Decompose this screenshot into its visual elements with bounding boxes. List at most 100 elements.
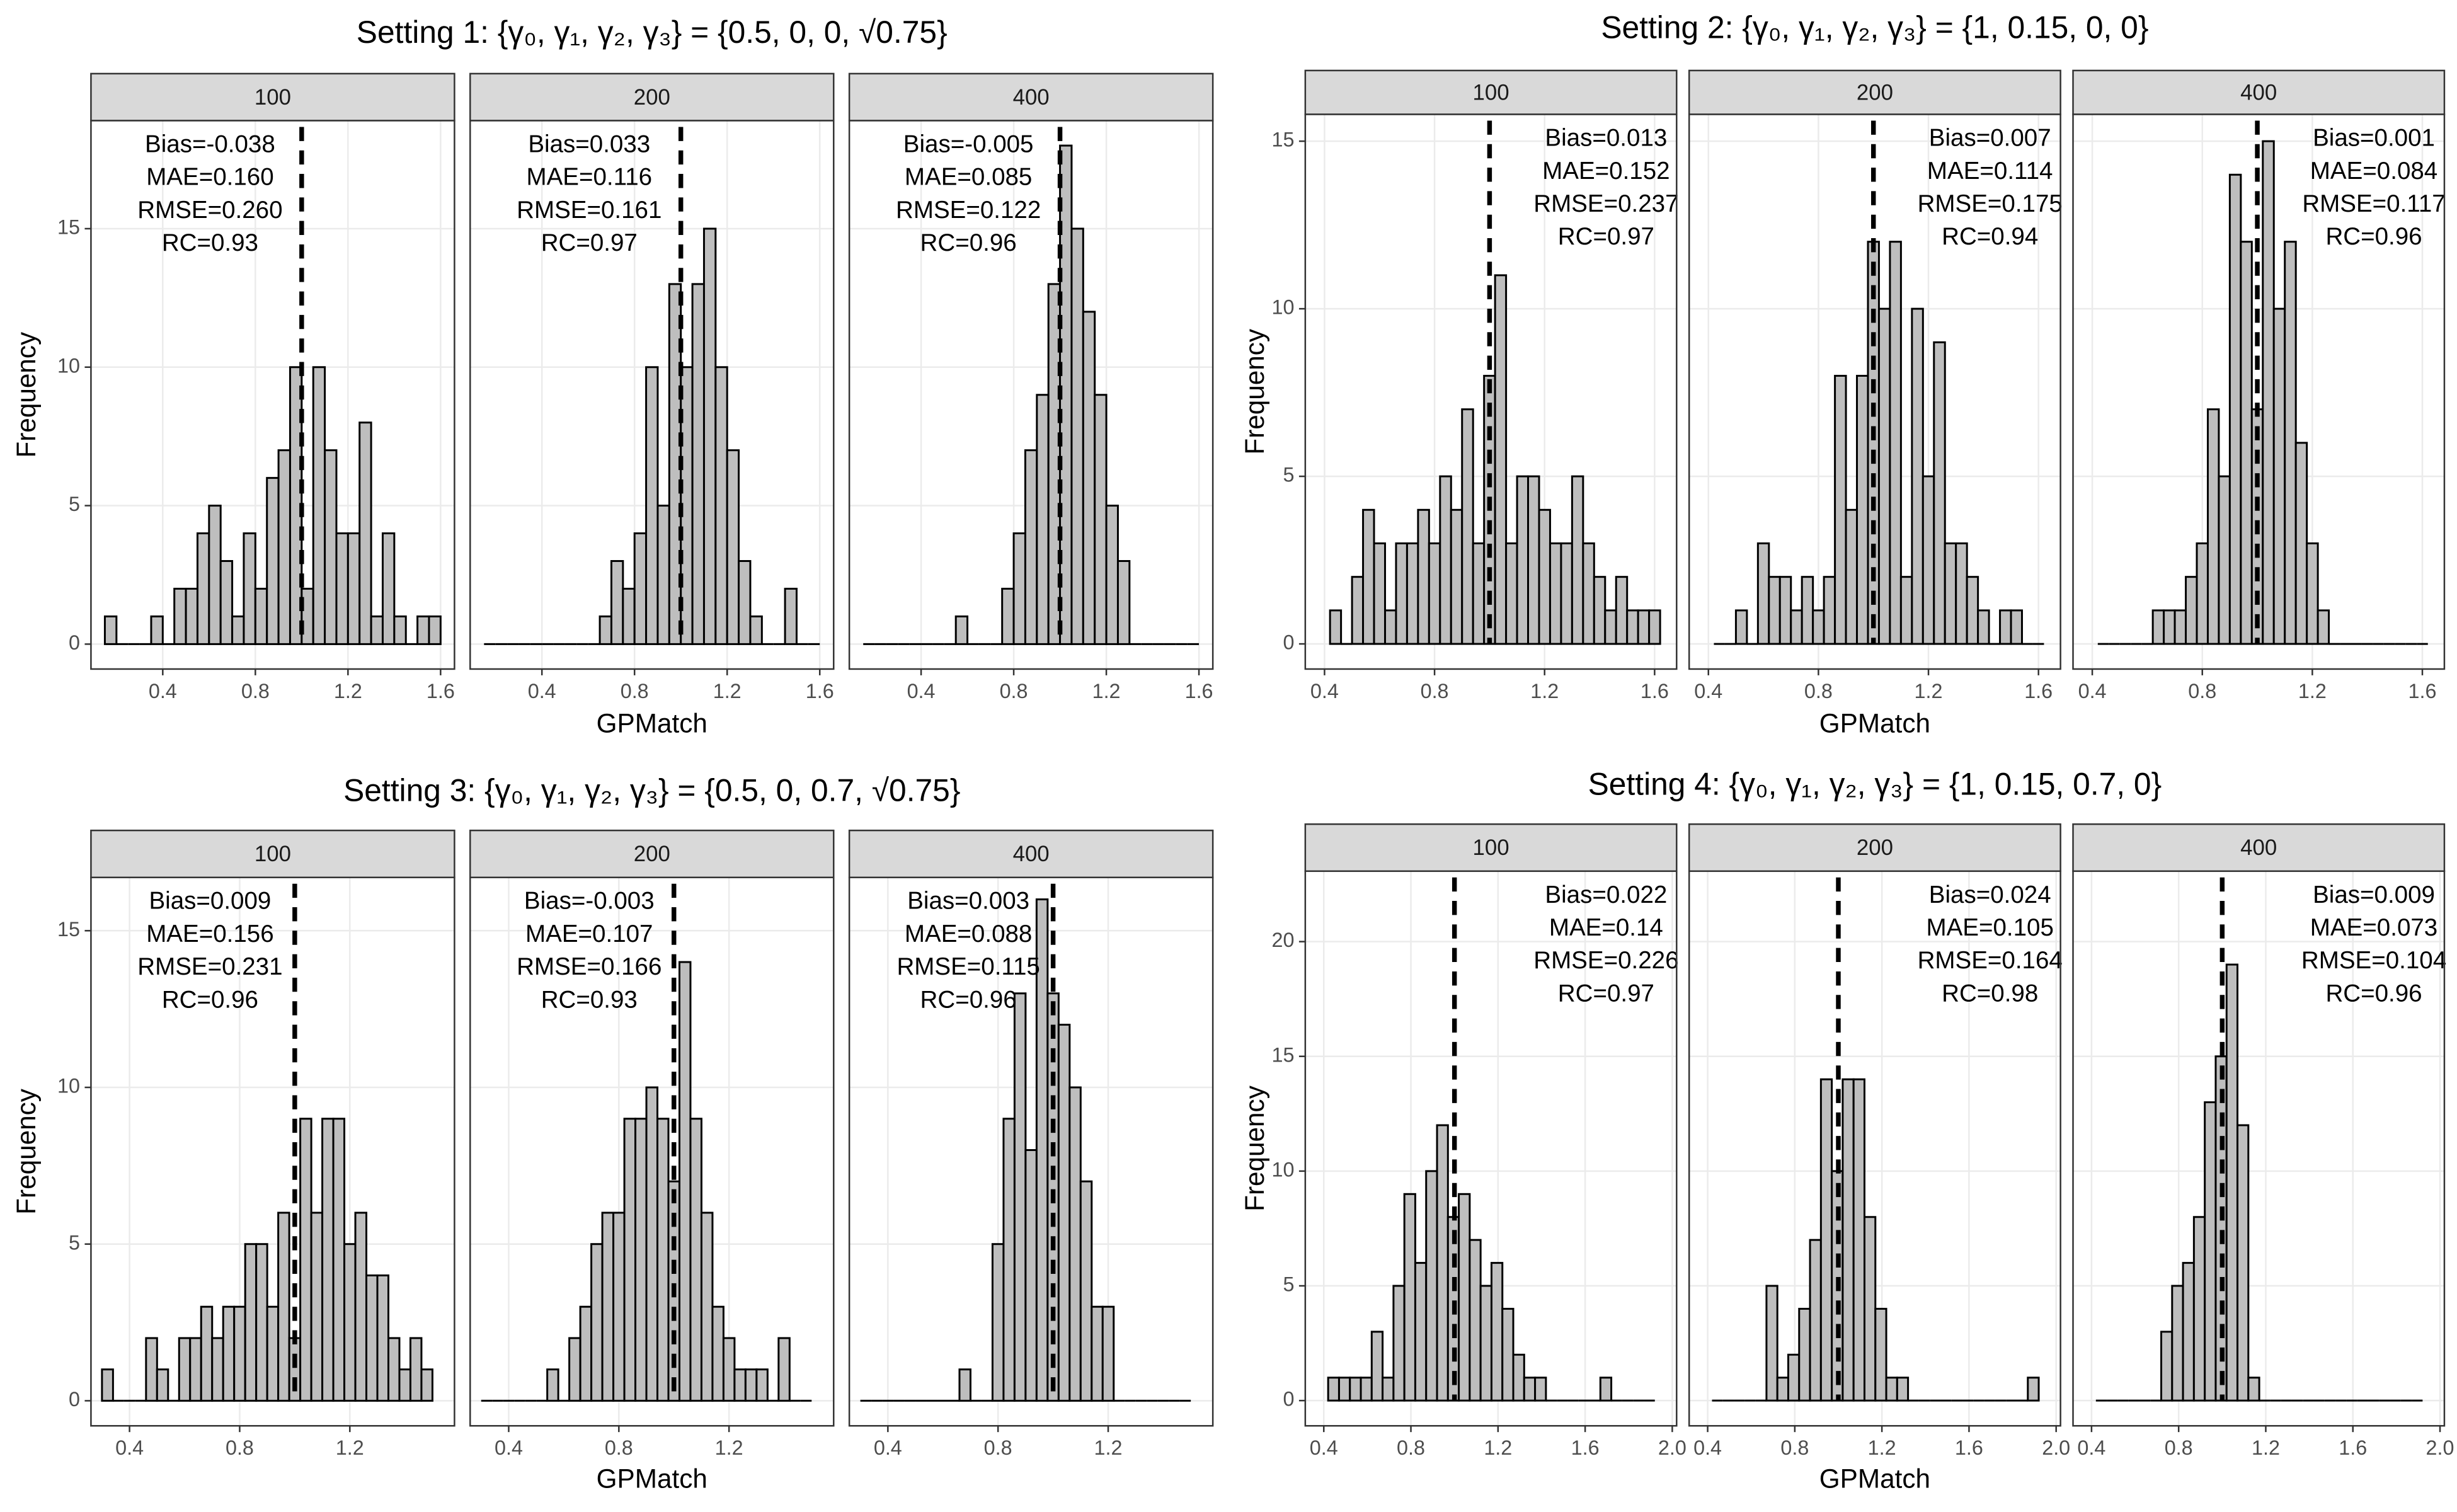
y-tick-label: 0 [69,1388,80,1411]
bar [1490,1262,1504,1402]
x-tick-label: 1.2 [2298,680,2327,702]
bar [1036,394,1050,645]
annotation: Bias=0.024 [1929,881,2051,908]
bar [1768,576,1781,645]
bar [222,1305,236,1402]
bar [590,1243,604,1402]
bar [1877,307,1891,645]
bar [2206,408,2220,645]
x-tick-label: 0.4 [907,680,936,702]
bar [1966,576,1979,645]
bar [1450,508,1463,645]
bar [321,1118,335,1402]
bar [1414,1262,1428,1402]
x-tick-label: 1.6 [1641,680,1669,702]
bar [1863,1216,1877,1402]
strip-label: 100 [1473,835,1509,860]
bar [2317,609,2330,645]
bar [243,532,256,645]
strip [1688,69,2061,115]
annotation: Bias=0.009 [2313,881,2435,908]
bar [700,1211,714,1402]
bar [1889,241,1902,645]
bar [1999,609,2012,645]
bar [1458,1193,1471,1402]
bar [1922,475,1935,645]
bar [299,1118,312,1402]
annotation: Bias=-0.038 [145,130,275,158]
bar [2284,241,2297,645]
y-tick-label: 15 [57,216,80,239]
x-tick-label: 1.6 [2024,680,2053,702]
x-tick-label: 0.4 [2077,1436,2105,1459]
bar [231,615,245,645]
bar [150,615,164,645]
x-tick-label: 1.2 [2252,1436,2280,1459]
x-tick-label: 1.2 [715,1436,743,1459]
bar [702,227,717,645]
bar [622,587,636,645]
bar [1501,1307,1515,1402]
bar [1955,542,1968,645]
y-tick-label: 0 [1283,631,1294,654]
x-tick-label: 0.4 [1310,1436,1338,1459]
chart-title: Setting 2: {γ₀, γ₁, γ₂, γ₃} = {1, 0.15, … [1601,9,2148,45]
annotation: RC=0.97 [541,229,638,256]
bar [645,1086,659,1402]
bar [2218,475,2231,645]
bar [1370,1331,1384,1402]
bar [1105,505,1119,645]
annotation: RMSE=0.231 [137,953,282,980]
annotation: MAE=0.084 [2310,158,2437,185]
annotation: RC=0.93 [541,986,638,1013]
bar [1790,609,1803,645]
y-tick-label: 5 [69,1231,80,1254]
bar [324,449,338,645]
x-tick-label: 0.8 [2188,680,2216,702]
bar [1841,1078,1855,1402]
bar [601,1211,615,1402]
bar [1428,542,1441,645]
bar [354,1211,368,1402]
y-tick-label: 10 [1271,296,1294,319]
y-tick-label: 5 [1283,464,1294,486]
x-tick-label: 2.0 [2426,1436,2454,1459]
x-tick-label: 1.6 [1955,1436,1983,1459]
bar [656,1118,670,1402]
bar [420,1368,433,1402]
x-tick-label: 1.2 [334,680,362,702]
bar [266,1305,280,1402]
x-tick-label: 1.2 [1484,1436,1512,1459]
bar [1801,576,1814,645]
bar [755,1368,769,1402]
annotation: MAE=0.152 [1542,158,1670,185]
bar [1392,1285,1406,1402]
bar [2163,609,2176,645]
strip-label: 400 [2240,80,2277,105]
bar [1776,1377,1789,1402]
strip-label: 100 [1473,80,1509,105]
annotation: RC=0.97 [1558,223,1654,250]
bar [1593,576,1606,645]
bar [1819,1078,1833,1402]
bar [1756,542,1770,645]
bar [416,615,430,645]
bar [1479,1285,1492,1402]
bar [1373,542,1386,645]
x-tick-label: 1.6 [2339,1436,2367,1459]
bar [1911,307,1924,645]
bar [1383,609,1397,645]
x-axis-label: GPMatch [1819,709,1930,738]
x-tick-label: 1.2 [336,1436,364,1459]
x-tick-label: 0.8 [1780,1436,1809,1459]
y-tick-label: 10 [57,1075,80,1097]
bar [1571,475,1584,645]
y-axis-label: Frequency [1240,1085,1269,1211]
bar [1867,241,1880,645]
bar [1933,341,1946,645]
panel-border [2072,113,2446,670]
bar [656,505,670,645]
bar [2240,241,2253,645]
bar [266,477,280,645]
panel-border [469,876,835,1427]
